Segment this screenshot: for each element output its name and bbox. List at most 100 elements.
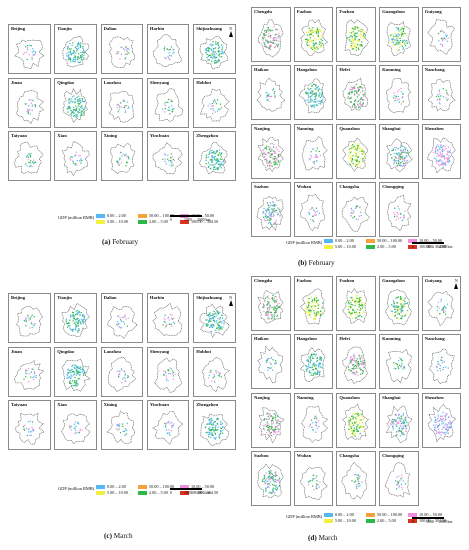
gdp-grid-cell bbox=[312, 47, 315, 49]
gdp-grid-cell bbox=[173, 322, 175, 325]
gdp-grid-cell bbox=[309, 100, 311, 103]
gdp-grid-cell bbox=[395, 311, 397, 313]
gdp-grid-cell bbox=[168, 49, 170, 51]
gdp-grid-cell bbox=[208, 166, 210, 169]
gdp-grid-cell bbox=[356, 42, 358, 45]
gdp-grid-cell bbox=[23, 320, 26, 322]
gdp-grid-cell bbox=[362, 421, 364, 424]
gdp-grid-cell bbox=[435, 367, 438, 369]
gdp-grid-cell bbox=[308, 34, 310, 37]
gdp-grid-cell bbox=[83, 368, 85, 371]
gdp-grid-cell bbox=[207, 423, 209, 425]
gdp-grid-cell bbox=[215, 100, 217, 102]
gdp-grid-cell bbox=[357, 365, 360, 368]
gdp-grid-cell bbox=[307, 305, 310, 307]
gdp-grid-cell bbox=[75, 46, 77, 49]
gdp-grid-cell bbox=[354, 159, 356, 161]
gdp-grid-cell bbox=[355, 365, 357, 367]
gdp-grid-cell bbox=[438, 91, 440, 93]
gdp-grid-cell bbox=[31, 421, 34, 423]
gdp-grid-cell bbox=[33, 159, 35, 161]
gdp-grid-cell bbox=[362, 426, 364, 428]
gdp-grid-cell bbox=[273, 433, 275, 435]
city-boundary-map bbox=[299, 467, 328, 501]
city-boundary bbox=[257, 463, 284, 499]
gdp-grid-cell bbox=[439, 313, 441, 315]
gdp-grid-cell bbox=[78, 328, 80, 330]
gdp-grid-cell bbox=[264, 482, 266, 484]
gdp-grid-cell bbox=[66, 322, 68, 324]
gdp-grid-cell bbox=[169, 366, 171, 369]
legend-swatch bbox=[366, 519, 375, 524]
gdp-grid-cell bbox=[355, 36, 357, 38]
gdp-grid-cell bbox=[267, 412, 269, 414]
gdp-grid-cell bbox=[35, 161, 37, 163]
gdp-grid-cell bbox=[276, 422, 278, 424]
gdp-grid-cell bbox=[401, 309, 403, 312]
gdp-grid-cell bbox=[270, 357, 273, 359]
gdp-grid-cell bbox=[362, 371, 365, 374]
gdp-grid-cell bbox=[26, 110, 28, 112]
gdp-grid-cell bbox=[209, 150, 211, 152]
gdp-grid-cell bbox=[268, 165, 271, 168]
gdp-grid-cell bbox=[68, 56, 70, 58]
city-label: Xian bbox=[57, 133, 67, 138]
gdp-grid-cell bbox=[316, 147, 318, 149]
gdp-grid-cell bbox=[314, 373, 316, 375]
gdp-grid-cell bbox=[168, 106, 170, 108]
legend-swatch bbox=[324, 239, 333, 244]
gdp-grid-cell bbox=[351, 480, 353, 482]
gdp-grid-cell bbox=[209, 319, 211, 321]
gdp-grid-cell bbox=[350, 163, 352, 165]
gdp-grid-cell bbox=[169, 313, 171, 316]
gdp-grid-cell bbox=[394, 413, 397, 415]
gdp-grid-cell bbox=[216, 61, 218, 63]
gdp-grid-cell bbox=[352, 143, 354, 146]
gdp-grid-cell bbox=[357, 479, 359, 481]
gdp-grid-cell bbox=[350, 419, 353, 421]
north-label: N bbox=[454, 278, 458, 283]
gdp-grid-cell bbox=[396, 43, 398, 45]
gdp-grid-cell bbox=[270, 434, 273, 436]
gdp-grid-cell bbox=[118, 105, 120, 107]
gdp-grid-cell bbox=[123, 370, 125, 372]
gdp-grid-cell bbox=[69, 375, 71, 377]
gdp-grid-cell bbox=[310, 374, 312, 377]
gdp-grid-cell bbox=[319, 313, 321, 315]
gdp-grid-cell bbox=[359, 29, 361, 32]
gdp-grid-cell bbox=[168, 319, 170, 321]
gdp-grid-cell bbox=[352, 158, 354, 160]
gdp-grid-cell bbox=[438, 102, 440, 104]
gdp-grid-cell bbox=[79, 314, 81, 316]
gdp-grid-cell bbox=[396, 312, 398, 314]
gdp-grid-cell bbox=[78, 47, 80, 49]
gdp-grid-cell bbox=[279, 211, 281, 213]
gdp-grid-cell bbox=[312, 34, 314, 37]
gdp-grid-cell bbox=[206, 314, 208, 316]
gdp-grid-cell bbox=[310, 354, 312, 356]
gdp-grid-cell bbox=[275, 28, 277, 31]
gdp-grid-cell bbox=[405, 156, 407, 159]
gdp-grid-cell bbox=[322, 96, 324, 98]
gdp-grid-cell bbox=[214, 98, 216, 101]
gdp-grid-cell bbox=[73, 108, 75, 110]
gdp-grid-cell bbox=[312, 373, 314, 375]
gdp-grid-cell bbox=[359, 309, 362, 311]
gdp-grid-cell bbox=[75, 319, 77, 321]
gdp-grid-cell bbox=[267, 317, 269, 320]
gdp-grid-cell bbox=[350, 157, 352, 160]
gdp-grid-cell bbox=[70, 52, 72, 54]
city-boundary-map bbox=[299, 347, 326, 383]
gdp-grid-cell bbox=[317, 311, 319, 313]
gdp-grid-cell bbox=[222, 46, 224, 48]
gdp-grid-cell bbox=[167, 368, 169, 371]
gdp-grid-cell bbox=[269, 48, 272, 51]
gdp-grid-cell bbox=[362, 363, 364, 366]
gdp-grid-cell bbox=[211, 164, 213, 166]
gdp-grid-cell bbox=[270, 476, 272, 478]
gdp-grid-cell bbox=[442, 417, 444, 419]
gdp-grid-cell bbox=[392, 38, 395, 41]
gdp-grid-cell bbox=[436, 363, 439, 366]
gdp-grid-cell bbox=[402, 36, 404, 38]
gdp-grid-cell bbox=[360, 33, 363, 36]
